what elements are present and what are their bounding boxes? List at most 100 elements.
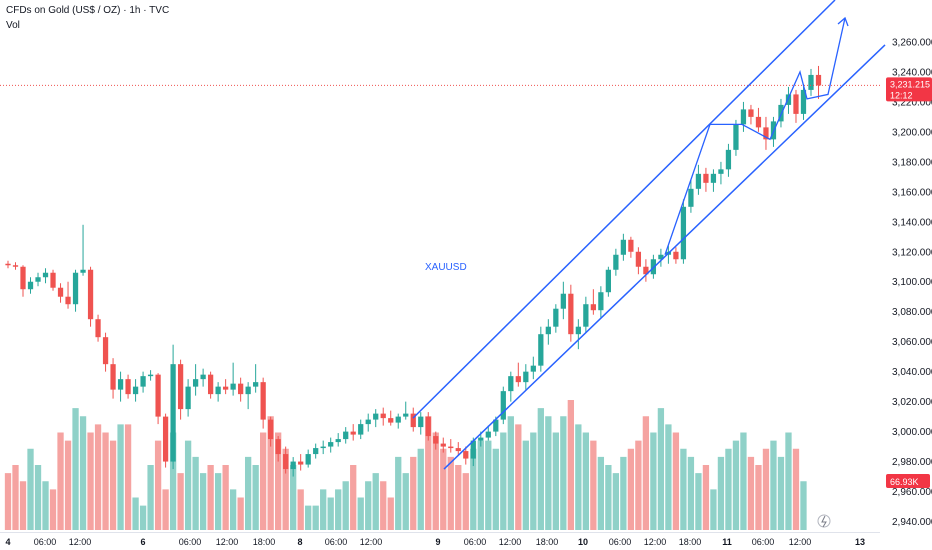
chart-title: CFDs on Gold (US$ / OZ) · 1h · TVC	[6, 5, 170, 16]
candle-body-59	[448, 446, 454, 449]
x-tick-label-8: 06:00	[325, 537, 348, 547]
x-tick-label-18: 11	[722, 537, 732, 547]
volume-bar-61	[462, 473, 469, 530]
volume-bar-22	[169, 432, 177, 530]
candle-body-39	[298, 461, 304, 465]
candle-body-31	[238, 383, 244, 395]
candle-body-67	[508, 376, 514, 392]
candle-body-18	[140, 376, 146, 387]
y-tick-label-14: 2,980.000	[892, 457, 932, 468]
candle-body-93	[703, 173, 709, 183]
y-tick-label-16: 2,940.000	[892, 517, 932, 528]
candle-body-22	[170, 364, 176, 462]
volume-bar-6	[49, 489, 57, 530]
candle-body-60	[455, 448, 461, 452]
volume-bar-9	[72, 408, 79, 530]
candle-body-10	[80, 269, 86, 273]
candle-body-91	[688, 188, 694, 207]
volume-bar-14	[109, 440, 117, 530]
volume-bar-42	[320, 489, 327, 530]
y-tick-label-5: 3,160.000	[892, 187, 932, 198]
candle-body-14	[110, 364, 116, 390]
volume-bar-53	[402, 473, 409, 530]
volume-bar-13	[102, 432, 109, 530]
candle-body-99	[748, 109, 754, 117]
volume-bar-67	[507, 416, 514, 530]
candle-body-32	[245, 386, 251, 395]
candle-body-71	[538, 334, 544, 366]
volume-bar-64	[485, 440, 492, 530]
volume-bar-1	[12, 465, 19, 530]
candle-body-49	[373, 413, 379, 420]
y-tick-label-6: 3,140.000	[892, 217, 932, 228]
candle-body-72	[545, 326, 551, 335]
candle-body-50	[380, 413, 386, 419]
volume-bar-26	[199, 473, 207, 530]
x-tick-label-13: 18:00	[536, 537, 559, 547]
candle-body-87	[658, 254, 664, 260]
candle-body-104	[785, 94, 792, 105]
volume-bar-63	[477, 440, 484, 530]
candle-body-5	[42, 272, 49, 278]
volume-bar-74	[560, 416, 567, 530]
candle-body-101	[763, 127, 769, 140]
candle-body-61	[463, 451, 469, 459]
x-tick-label-12: 12:00	[499, 537, 522, 547]
candle-body-97	[733, 124, 739, 150]
volume-badge	[886, 474, 930, 488]
volume-bar-78	[590, 440, 597, 530]
candle-body-84	[635, 251, 642, 267]
y-tick-label-13: 3,000.000	[892, 427, 932, 438]
volume-bar-24	[184, 440, 192, 530]
candle-body-0	[5, 263, 11, 266]
volume-bar-32	[244, 456, 252, 530]
volume-bar-72	[545, 416, 552, 530]
volume-bar-23	[177, 473, 184, 530]
x-tick-label-6: 18:00	[253, 537, 276, 547]
candle-body-77	[583, 304, 589, 327]
x-tick-label-7: 8	[297, 537, 302, 547]
volume-bar-97	[732, 440, 740, 530]
candle-body-68	[515, 376, 521, 383]
volume-bar-65	[492, 448, 499, 530]
candle-body-19	[147, 374, 154, 377]
volume-bar-101	[762, 448, 770, 530]
volume-bar-76	[575, 424, 582, 530]
candle-body-57	[433, 436, 439, 444]
volume-bar-27	[207, 465, 214, 530]
symbol-annotation: XAUUSD	[425, 262, 467, 273]
volume-bar-89	[672, 432, 680, 530]
candle-body-36	[275, 439, 281, 455]
volume-badge-value: 66.93K	[890, 477, 919, 487]
x-tick-label-3: 6	[140, 537, 145, 547]
candle-body-37	[283, 454, 289, 470]
y-tick-label-12: 3,020.000	[892, 397, 932, 408]
candle-body-92	[695, 173, 702, 189]
volume-bar-33	[252, 465, 259, 530]
volume-bar-5	[42, 481, 49, 530]
candle-body-35	[268, 419, 274, 440]
candle-body-69	[523, 371, 529, 383]
volume-bar-80	[605, 465, 612, 530]
volume-bar-85	[642, 416, 650, 530]
candle-body-33	[253, 382, 259, 387]
volume-bar-77	[582, 432, 590, 530]
candle-body-44	[335, 439, 341, 443]
candle-body-29	[223, 386, 229, 390]
volume-bar-48	[365, 481, 372, 530]
volume-bar-47	[357, 497, 364, 530]
volume-bar-92	[695, 473, 702, 530]
candle-body-21	[162, 416, 169, 462]
candle-body-58	[440, 443, 446, 447]
volume-bar-18	[139, 505, 147, 530]
volume-bar-52	[395, 456, 402, 530]
volume-bar-68	[515, 424, 522, 530]
y-tick-label-11: 3,040.000	[892, 367, 932, 378]
volume-bar-94	[710, 489, 717, 530]
volume-bar-19	[147, 465, 154, 530]
candle-body-1	[12, 265, 19, 267]
candle-body-52	[395, 416, 401, 423]
volume-bar-40	[305, 505, 312, 530]
